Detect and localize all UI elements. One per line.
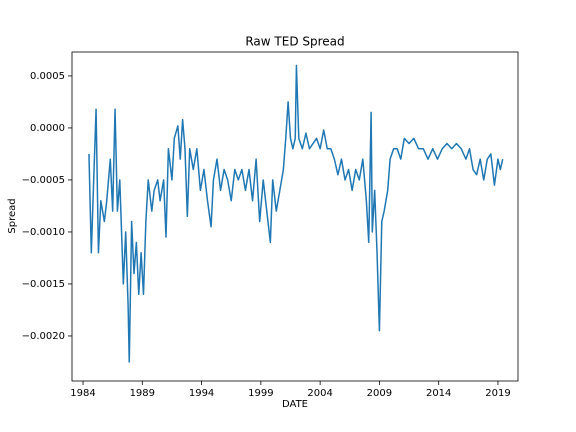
- data-line: [88, 64, 504, 363]
- x-tick-label: 1999: [248, 388, 273, 399]
- y-tick-label: 0.0005: [30, 71, 65, 82]
- y-tick-label: −0.0015: [22, 279, 65, 290]
- y-tick-label: −0.0010: [22, 227, 65, 238]
- y-axis-label: Spread: [7, 198, 18, 233]
- x-tick-label: 2004: [307, 388, 332, 399]
- x-axis-label: DATE: [282, 399, 308, 410]
- x-tick-label: 2009: [367, 388, 392, 399]
- x-tick-label: 1984: [70, 388, 95, 399]
- y-tick-label: −0.0020: [22, 331, 65, 342]
- plot-frame: [71, 51, 519, 382]
- y-tick-label: −0.0005: [22, 175, 65, 186]
- x-tick-label: 2014: [426, 388, 451, 399]
- y-tick-label: 0.0000: [30, 123, 65, 134]
- x-tick-label: 1989: [130, 388, 155, 399]
- chart-title: Raw TED Spread: [245, 35, 344, 49]
- x-tick-label: 2019: [485, 388, 510, 399]
- x-tick-label: 1994: [189, 388, 214, 399]
